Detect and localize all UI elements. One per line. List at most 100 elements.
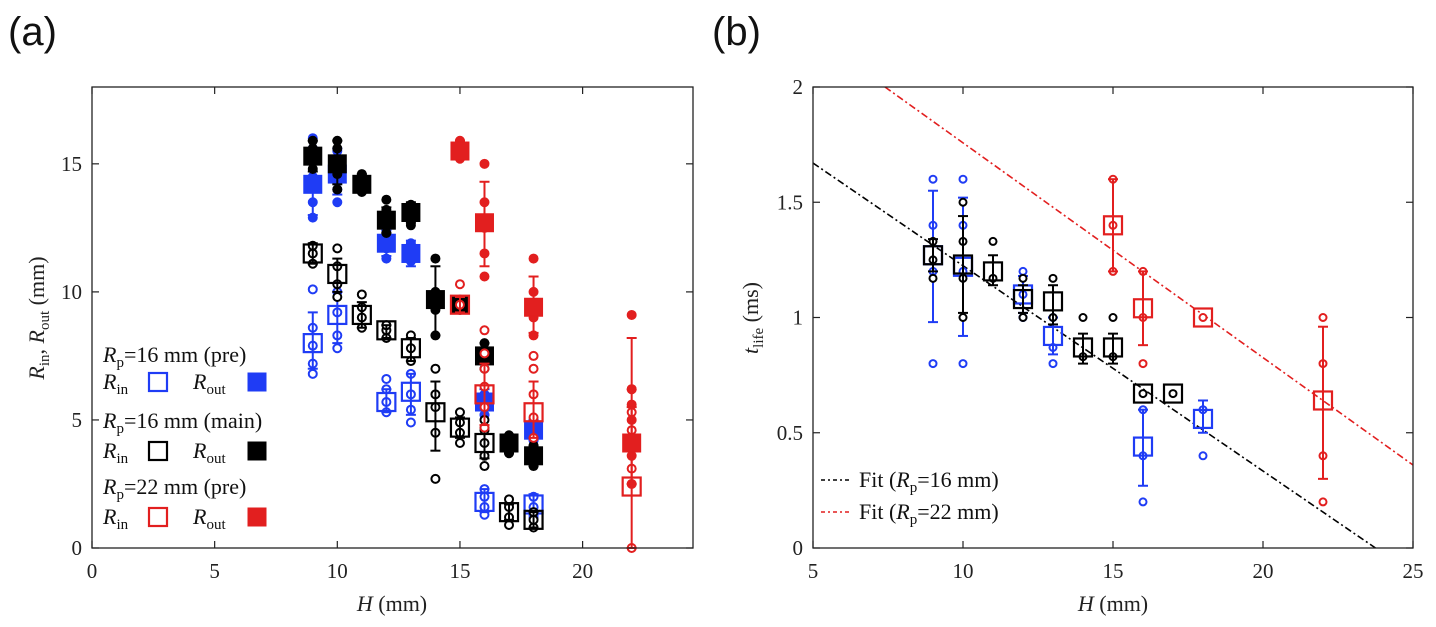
raw-data-point [958, 174, 968, 184]
legend-rout-label: Rout [192, 438, 226, 467]
mean-marker-open [302, 333, 323, 354]
raw-data-point [356, 289, 367, 300]
legend-var: R [102, 369, 117, 394]
raw-data-point [1168, 389, 1178, 399]
legend-var: R [102, 438, 117, 463]
legend-var: R [192, 438, 207, 463]
legend-text-part: Fit ( [859, 499, 896, 524]
panel-b-marks [813, 87, 1413, 548]
mean-marker-filled [401, 202, 421, 222]
raw-data-point [958, 197, 968, 207]
raw-data-point [1078, 313, 1088, 322]
raw-data-point [307, 368, 318, 379]
raw-data-point [479, 348, 490, 359]
raw-data-point [332, 197, 343, 208]
raw-data-point [454, 279, 465, 290]
mean-marker-filled [327, 154, 347, 174]
mean-marker-filled [450, 141, 470, 161]
mean-marker-open [952, 254, 974, 275]
y-tick-label: 5 [72, 408, 83, 432]
mean-marker-open [302, 243, 323, 264]
x-tick-label: 15 [1103, 559, 1124, 583]
raw-data-point [928, 359, 938, 369]
series-rp-22-mm-pre-rout [450, 135, 642, 489]
legend-open-square [147, 440, 169, 462]
y-tick-label: 0 [72, 536, 83, 560]
panel-b-label: (b) [712, 10, 761, 54]
raw-data-point [479, 158, 490, 169]
y-tick-label: 10 [61, 280, 82, 304]
raw-data-point [332, 184, 343, 195]
raw-data-point [454, 407, 465, 418]
legend-rin-label: Rin [102, 438, 129, 467]
legend-var: R [102, 408, 117, 433]
legend-var: R [895, 467, 910, 492]
legend-group-title: Rp=16 mm (pre) [102, 342, 246, 371]
legend-rout-label: Rout [192, 504, 226, 533]
fit-lines [813, 87, 1413, 548]
panel-a: (a) 0 5 10 15 20 0 5 10 15 H (mm) Rin, Rout (mm)… [8, 10, 694, 616]
legend-fit-label: Fit (Rp=16 mm) [859, 467, 999, 496]
raw-data-point [958, 313, 968, 322]
raw-data-point [528, 253, 539, 264]
raw-data-point [528, 350, 539, 361]
mean-marker-open [327, 304, 348, 326]
raw-data-point [928, 174, 938, 184]
raw-data-point [1318, 497, 1328, 507]
legend-subscript: out [206, 517, 226, 533]
mean-marker-open [376, 320, 397, 341]
mean-marker-open [449, 294, 471, 315]
legend-subscript: in [116, 382, 128, 398]
legend-var: R [895, 499, 910, 524]
legend-text-part: =22 mm (pre) [124, 474, 246, 499]
legend-subscript: out [206, 451, 226, 467]
mean-marker-filled [524, 446, 544, 466]
legend-rin-label: Rin [102, 504, 129, 533]
mean-marker-open [922, 245, 944, 266]
panel-a-ylabel: Rin, Rout (mm) [24, 256, 53, 380]
mean-marker-filled [499, 433, 519, 453]
raw-data-point [332, 292, 343, 303]
mean-marker-open [1102, 337, 1124, 358]
panel-b-ylabel: tlife (ms) [738, 282, 767, 354]
x-tick-label: 10 [953, 559, 974, 583]
mean-marker-open [474, 384, 495, 405]
y-tick-label: 0.5 [777, 421, 803, 445]
raw-data-point [381, 194, 392, 205]
legend-filled-square [247, 507, 267, 527]
y-tick-label: 15 [61, 152, 82, 176]
mean-marker-open [982, 261, 1004, 282]
raw-data-point [1048, 359, 1058, 369]
legend-group-title: Rp=22 mm (pre) [102, 474, 246, 503]
legend-var: R [102, 504, 117, 529]
mean-marker-open [1192, 307, 1214, 328]
legend-text-part: Fit ( [859, 467, 896, 492]
y-tick-label: 1.5 [777, 190, 803, 214]
x-tick-label: 0 [87, 559, 98, 583]
raw-data-point [430, 363, 441, 374]
series-rp-16-mm-pre-rin [302, 284, 544, 523]
mean-marker-open [523, 402, 544, 423]
raw-data-point [307, 284, 318, 295]
legend-filled-square [247, 372, 267, 392]
legend-subscript: in [116, 517, 128, 533]
raw-data-point [1138, 359, 1148, 369]
series-rp-22-mm-pre-rin [449, 279, 642, 553]
raw-data-point [1018, 273, 1028, 283]
mean-marker-open [523, 509, 544, 530]
mean-marker-open [1102, 215, 1124, 236]
raw-data-point [1138, 389, 1148, 399]
panel-b-ticks: 5 10 15 20 25 0 0.5 1 1.5 2 [777, 75, 1424, 583]
legend-subscript: p [116, 355, 124, 371]
raw-data-point [405, 417, 416, 428]
raw-data-point [479, 461, 490, 472]
mean-marker-filled [376, 210, 396, 230]
raw-data-point [928, 273, 938, 283]
raw-data-point [988, 236, 998, 246]
mean-marker-open [1042, 291, 1064, 312]
series-rp-16-mm-main-rout [303, 135, 544, 472]
series-rp-16-mm-main-rin [302, 240, 544, 533]
mean-marker-open [1192, 408, 1214, 430]
mean-marker-open [474, 491, 495, 512]
